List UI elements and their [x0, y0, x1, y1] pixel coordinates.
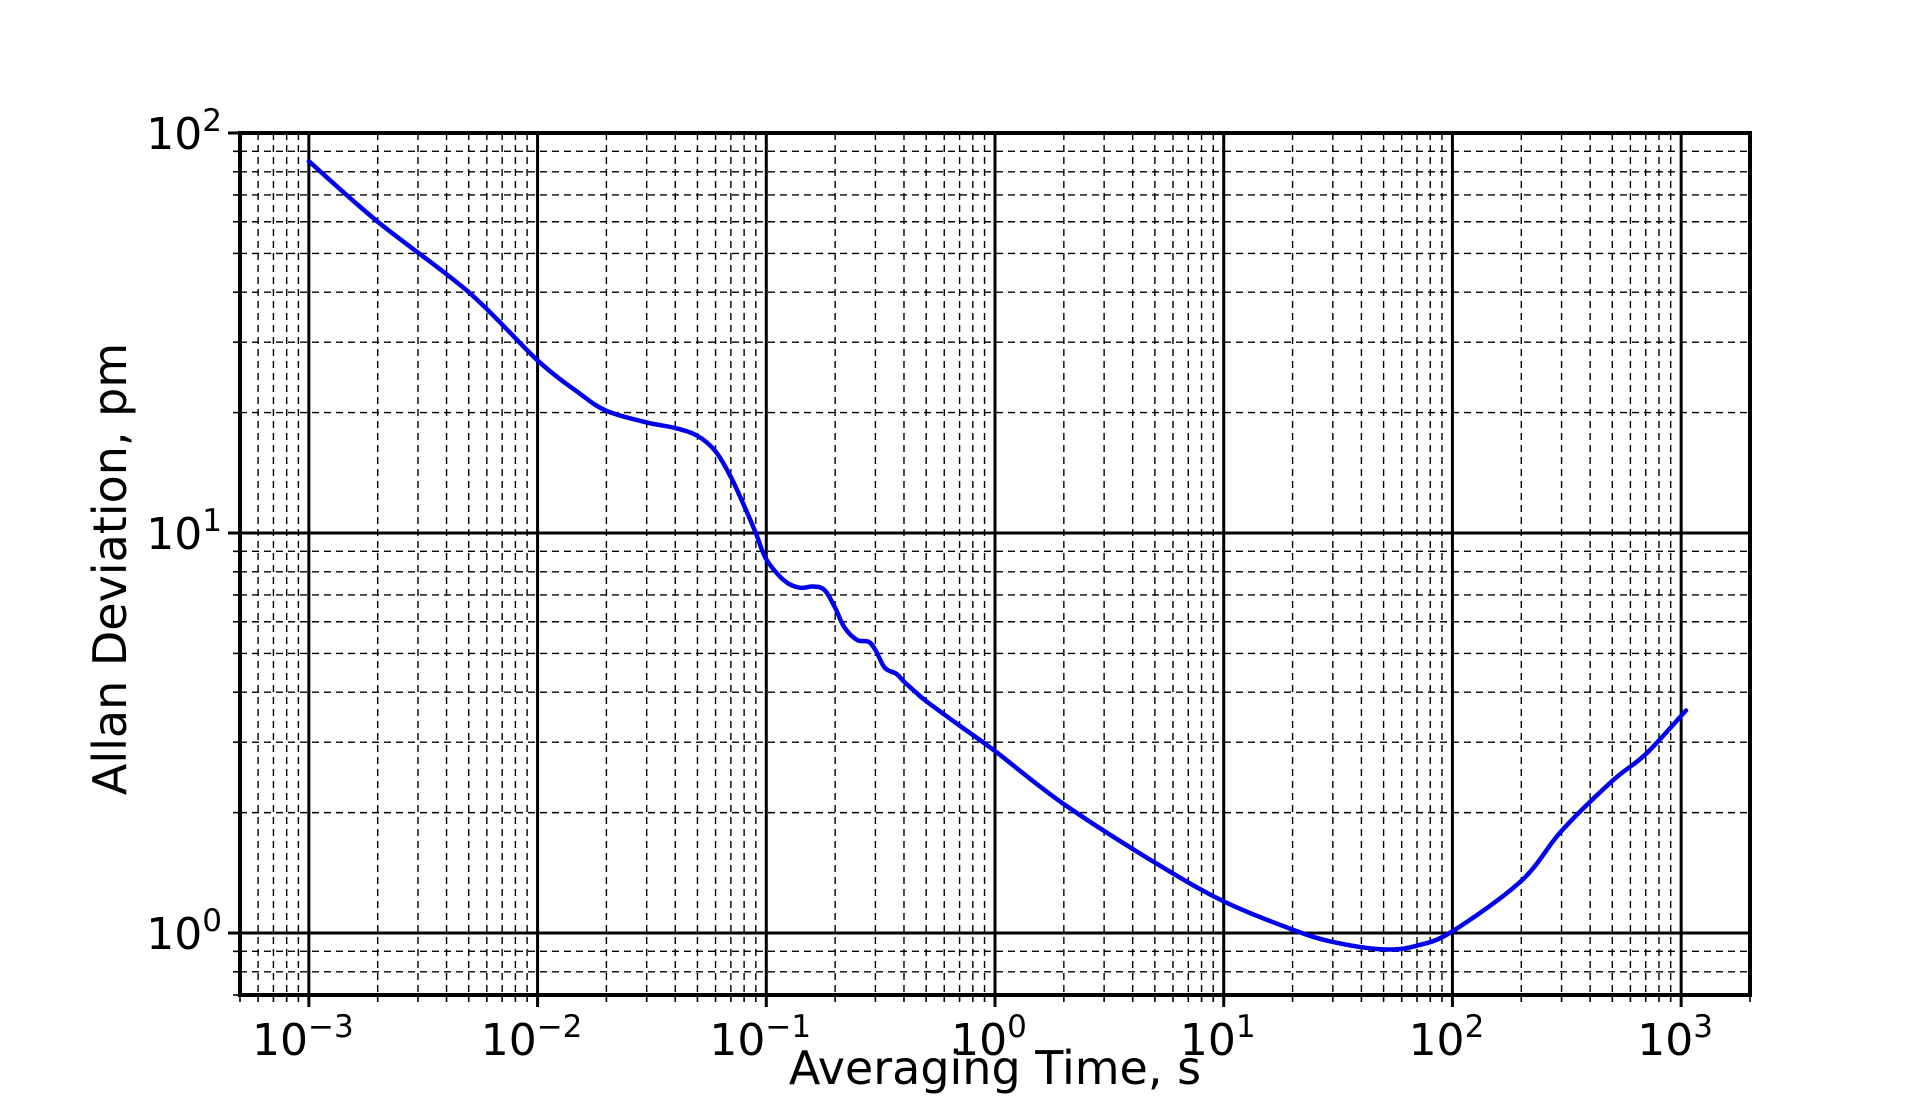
y-axis-label: Allan Deviation, pm [83, 343, 137, 795]
x-tick-label: 100 [951, 1009, 1027, 1066]
x-tick-label: 103 [1637, 1009, 1713, 1066]
x-axis-ticks: 10−3 10−2 10−1 100 101 102 103 [239, 995, 1751, 1066]
x-tick-label: 10−3 [252, 1009, 354, 1066]
major-grid [240, 131, 1750, 995]
x-tick-label: 10−2 [481, 1009, 583, 1066]
y-axis-ticks: 100 101 102 [146, 103, 240, 996]
x-axis-label: Averaging Time, s [789, 1041, 1201, 1095]
y-tick-label: 100 [146, 903, 222, 960]
x-tick-label: 101 [1180, 1009, 1256, 1066]
y-tick-label: 102 [146, 103, 222, 160]
y-tick-label: 101 [146, 503, 222, 560]
x-tick-label: 102 [1409, 1009, 1485, 1066]
x-tick-label: 10−1 [709, 1009, 811, 1066]
series-layer [306, 158, 1689, 952]
series-line [306, 158, 1689, 952]
